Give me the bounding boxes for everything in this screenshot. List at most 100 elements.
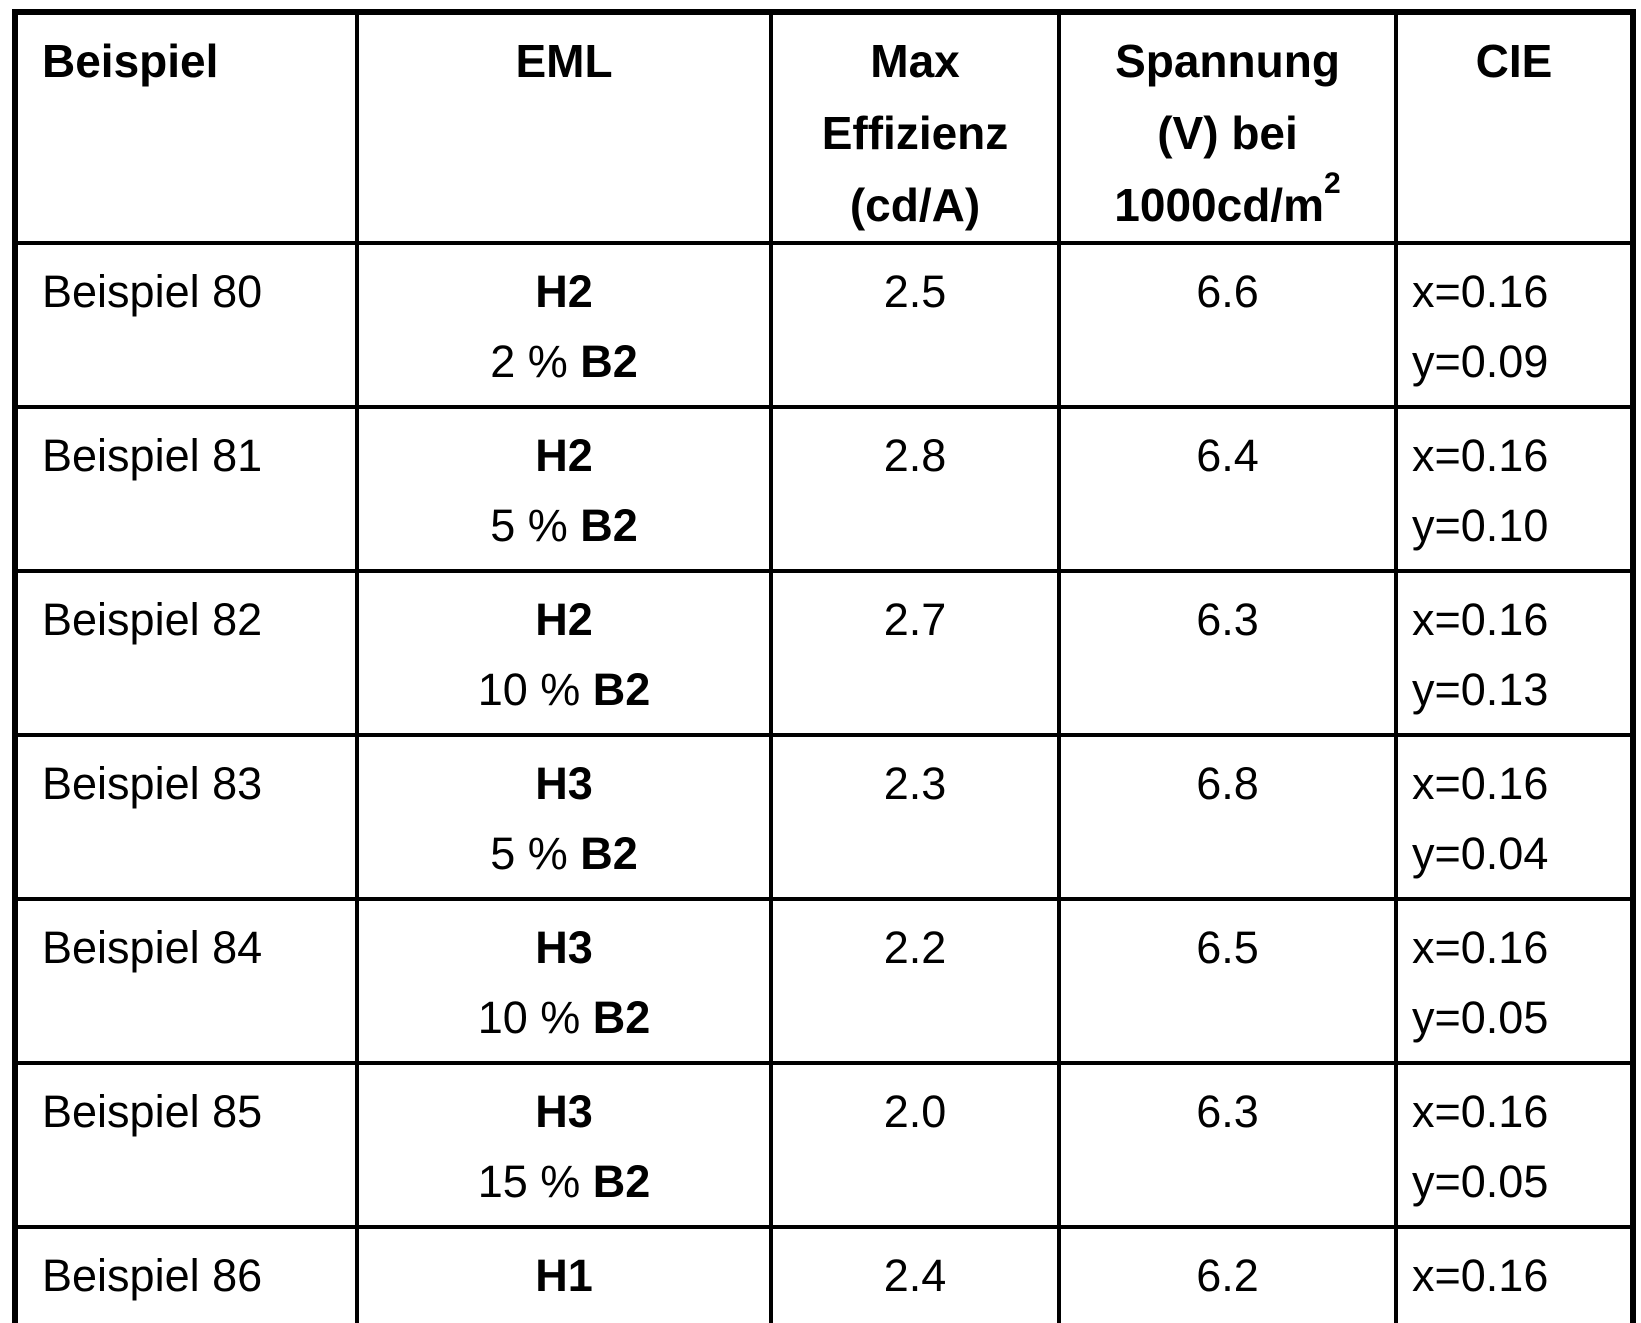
- cell-eml: H3 5 % B2: [355, 733, 773, 901]
- beispiel-label: Beispiel 85: [42, 1086, 263, 1137]
- table-header-row: Beispiel EML Max Effizienz (cd/A) Spannu…: [13, 10, 1635, 245]
- max-effizienz-value: 2.5: [883, 266, 947, 317]
- table-body: Beispiel 80 H2 2 % B2 2.5 6.6 x=0.16 y=0…: [13, 241, 1635, 1323]
- cie-x-value: x=0.16: [1412, 758, 1549, 809]
- cell-cie: x=0.16 y=0.04: [1394, 733, 1635, 901]
- spannung-value: 6.5: [1196, 922, 1259, 973]
- header-superscript: 2: [1324, 167, 1341, 200]
- table-row: Beispiel 85 H3 15 % B2 2.0 6.3 x=0.16 y=…: [13, 1061, 1635, 1229]
- header-cell-eml: EML: [355, 10, 773, 245]
- eml-dose: 5 %: [490, 500, 581, 551]
- cell-max-effizienz: 2.8: [769, 405, 1061, 573]
- cell-max-effizienz: 2.2: [769, 897, 1061, 1065]
- eml-dopant: B2: [592, 664, 651, 715]
- cell-eml: H3 10 % B2: [355, 897, 773, 1065]
- cell-spannung: 6.5: [1057, 897, 1398, 1065]
- header-label: Spannung: [1115, 35, 1340, 87]
- cell-max-effizienz: 2.0: [769, 1061, 1061, 1229]
- cell-beispiel: Beispiel 81: [13, 405, 359, 573]
- header-label: Effizienz: [821, 107, 1009, 159]
- cell-eml: H1 10 % B17: [355, 1225, 773, 1323]
- cell-spannung: 6.2: [1057, 1225, 1398, 1323]
- beispiel-label: Beispiel 81: [42, 430, 263, 481]
- spannung-value: 6.6: [1196, 266, 1259, 317]
- cell-beispiel: Beispiel 83: [13, 733, 359, 901]
- header-label: Max: [870, 35, 960, 87]
- header-cell-cie: CIE: [1394, 10, 1635, 245]
- max-effizienz-value: 2.0: [883, 1086, 947, 1137]
- cell-spannung: 6.6: [1057, 241, 1398, 409]
- eml-dopant: B2: [592, 1156, 651, 1207]
- eml-host: H3: [535, 758, 593, 809]
- cell-cie: x=0.16 y=0.13: [1394, 569, 1635, 737]
- eml-dopant: B2: [580, 336, 638, 387]
- cell-max-effizienz: 2.7: [769, 569, 1061, 737]
- max-effizienz-value: 2.4: [883, 1250, 947, 1301]
- header-label: CIE: [1475, 35, 1553, 87]
- cie-y-value: y=0.04: [1412, 828, 1549, 879]
- cie-y-value: y=0.13: [1412, 664, 1549, 715]
- eml-dopant: B2: [580, 828, 638, 879]
- eml-dopant: B2: [580, 500, 638, 551]
- header-label: 1000cd/m: [1114, 179, 1324, 231]
- max-effizienz-value: 2.3: [883, 758, 947, 809]
- eml-dopant-line: 10 % B2: [359, 983, 769, 1053]
- eml-dopant-line: 15 % B2: [359, 1147, 769, 1217]
- eml-dose: 10 %: [465, 1320, 580, 1323]
- max-effizienz-value: 2.7: [883, 594, 947, 645]
- eml-dose: 15 %: [477, 1156, 593, 1207]
- cell-cie: x=0.16 y=0.05: [1394, 897, 1635, 1065]
- cie-y-value: y=0.05: [1412, 992, 1549, 1043]
- cell-cie: x=0.16 y=0.08: [1394, 1225, 1635, 1323]
- spannung-value: 6.4: [1196, 430, 1259, 481]
- cell-cie: x=0.16 y=0.09: [1394, 241, 1635, 409]
- cell-max-effizienz: 2.4: [769, 1225, 1061, 1323]
- spannung-value: 6.8: [1196, 758, 1259, 809]
- table-row: Beispiel 84 H3 10 % B2 2.2 6.5 x=0.16 y=…: [13, 897, 1635, 1065]
- spannung-value: 6.3: [1196, 1086, 1259, 1137]
- cell-eml: H2 5 % B2: [355, 405, 773, 573]
- eml-dose: 10 %: [477, 992, 593, 1043]
- max-effizienz-value: 2.8: [883, 430, 947, 481]
- cie-x-value: x=0.16: [1412, 1086, 1549, 1137]
- table-row: Beispiel 81 H2 5 % B2 2.8 6.4 x=0.16 y=0…: [13, 405, 1635, 573]
- eml-host: H2: [535, 266, 593, 317]
- spannung-value: 6.2: [1196, 1250, 1259, 1301]
- cell-spannung: 6.4: [1057, 405, 1398, 573]
- header-cell-spannung: Spannung (V) bei 1000cd/m2: [1057, 10, 1398, 245]
- cie-x-value: x=0.16: [1412, 1250, 1549, 1301]
- max-effizienz-value: 2.2: [883, 922, 947, 973]
- eml-host: H2: [535, 594, 593, 645]
- table-row: Beispiel 82 H2 10 % B2 2.7 6.3 x=0.16 y=…: [13, 569, 1635, 737]
- cell-max-effizienz: 2.5: [769, 241, 1061, 409]
- eml-dopant-line: 10 % B17: [359, 1311, 769, 1323]
- results-table: Beispiel EML Max Effizienz (cd/A) Spannu…: [12, 9, 1636, 1323]
- cell-cie: x=0.16 y=0.05: [1394, 1061, 1635, 1229]
- cell-spannung: 6.3: [1057, 569, 1398, 737]
- beispiel-label: Beispiel 82: [42, 594, 263, 645]
- header-label: Beispiel: [42, 35, 219, 87]
- eml-dose: 2 %: [490, 336, 581, 387]
- cie-x-value: x=0.16: [1412, 266, 1549, 317]
- cell-eml: H2 10 % B2: [355, 569, 773, 737]
- cie-x-value: x=0.16: [1412, 430, 1549, 481]
- eml-host: H1: [535, 1250, 593, 1301]
- header-label: EML: [515, 35, 613, 87]
- cell-beispiel: Beispiel 82: [13, 569, 359, 737]
- spannung-value: 6.3: [1196, 594, 1259, 645]
- beispiel-label: Beispiel 86: [42, 1250, 263, 1301]
- eml-dopant: B17: [580, 1320, 663, 1323]
- eml-host: H3: [535, 922, 593, 973]
- header-cell-max-effizienz: Max Effizienz (cd/A): [769, 10, 1061, 245]
- cell-beispiel: Beispiel 85: [13, 1061, 359, 1229]
- beispiel-label: Beispiel 84: [42, 922, 263, 973]
- cell-beispiel: Beispiel 80: [13, 241, 359, 409]
- cell-max-effizienz: 2.3: [769, 733, 1061, 901]
- eml-dose: 5 %: [490, 828, 581, 879]
- table-row: Beispiel 80 H2 2 % B2 2.5 6.6 x=0.16 y=0…: [13, 241, 1635, 409]
- cie-x-value: x=0.16: [1412, 594, 1549, 645]
- header-cell-beispiel: Beispiel: [13, 10, 359, 245]
- table-row: Beispiel 83 H3 5 % B2 2.3 6.8 x=0.16 y=0…: [13, 733, 1635, 901]
- cie-y-value: y=0.08: [1412, 1311, 1630, 1323]
